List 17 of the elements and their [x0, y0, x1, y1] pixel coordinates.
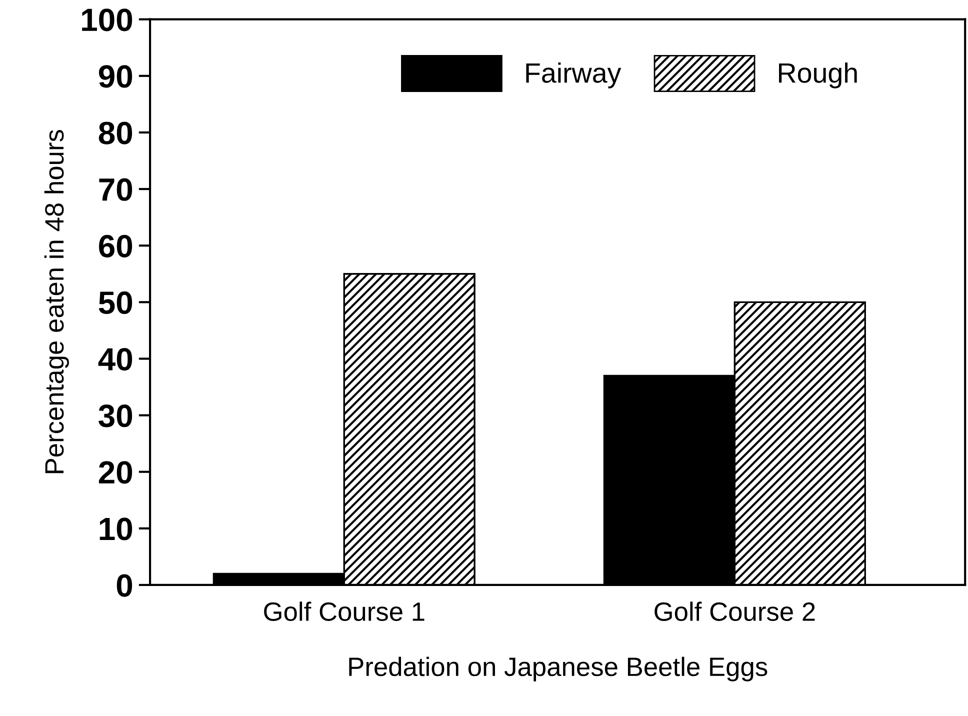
y-tick-label: 60 [99, 234, 132, 258]
y-tick-label: 70 [99, 178, 132, 201]
y-tick-label: 80 [98, 122, 132, 144]
x-axis-title: Predation on Japanese Beetle Eggs [349, 656, 768, 682]
x-tick-label: Golf Course 1 [264, 602, 424, 622]
y-tick-label: 100 [82, 8, 132, 32]
y-tick-label: 20 [98, 461, 132, 484]
y-tick-label: 90 [98, 65, 132, 88]
legend-label: Fairway [526, 62, 622, 88]
y-tick-label: 40 [98, 348, 132, 371]
y-tick-label: 30 [98, 404, 132, 428]
y-axis-title: Percentage eaten in 48 hours [44, 130, 69, 474]
y-tick-label: 0 [116, 574, 132, 597]
y-tick-label: 10 [100, 518, 132, 540]
legend-label: Rough [779, 62, 857, 88]
y-tick-label: 50 [98, 291, 132, 314]
x-tick-label: Golf Course 2 [654, 602, 815, 622]
